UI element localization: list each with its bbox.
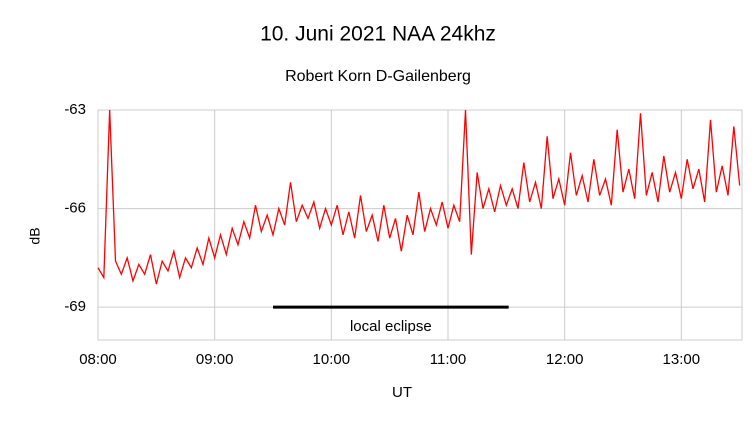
x-tick-label: 12:00: [546, 351, 584, 368]
data-line: [97, 109, 741, 285]
y-tick-label: -69: [64, 298, 86, 315]
x-axis-label: UT: [392, 384, 412, 401]
x-tick-label: 11:00: [430, 351, 466, 368]
x-tick-label: 08:00: [79, 351, 117, 368]
x-tick-label: 10:00: [313, 351, 351, 368]
chart-title: 10. Juni 2021 NAA 24khz: [260, 23, 496, 46]
x-tick-label: 09:00: [196, 351, 234, 368]
chart-subtitle: Robert Korn D-Gailenberg: [285, 68, 471, 85]
plot-border: [97, 109, 743, 341]
y-tick-label: -63: [64, 101, 86, 118]
annotation-text: local eclipse: [350, 318, 432, 335]
y-axis-label: dB: [27, 227, 43, 244]
y-tick-label: -66: [64, 200, 86, 217]
x-tick-label: 13:00: [663, 351, 701, 368]
